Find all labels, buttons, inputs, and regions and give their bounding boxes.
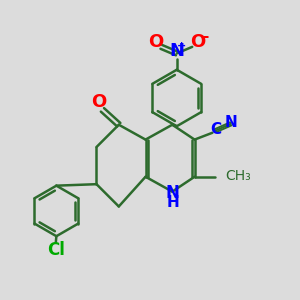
Text: N: N xyxy=(225,115,238,130)
Text: O: O xyxy=(190,33,205,51)
Text: CH₃: CH₃ xyxy=(225,169,251,183)
Text: O: O xyxy=(91,93,106,111)
Text: O: O xyxy=(148,33,164,51)
Text: N: N xyxy=(166,184,180,202)
Text: H: H xyxy=(167,195,179,210)
Text: C: C xyxy=(210,122,221,137)
Text: -: - xyxy=(202,29,209,44)
Text: Cl: Cl xyxy=(47,242,65,260)
Text: N: N xyxy=(169,42,184,60)
Text: +: + xyxy=(177,41,186,51)
